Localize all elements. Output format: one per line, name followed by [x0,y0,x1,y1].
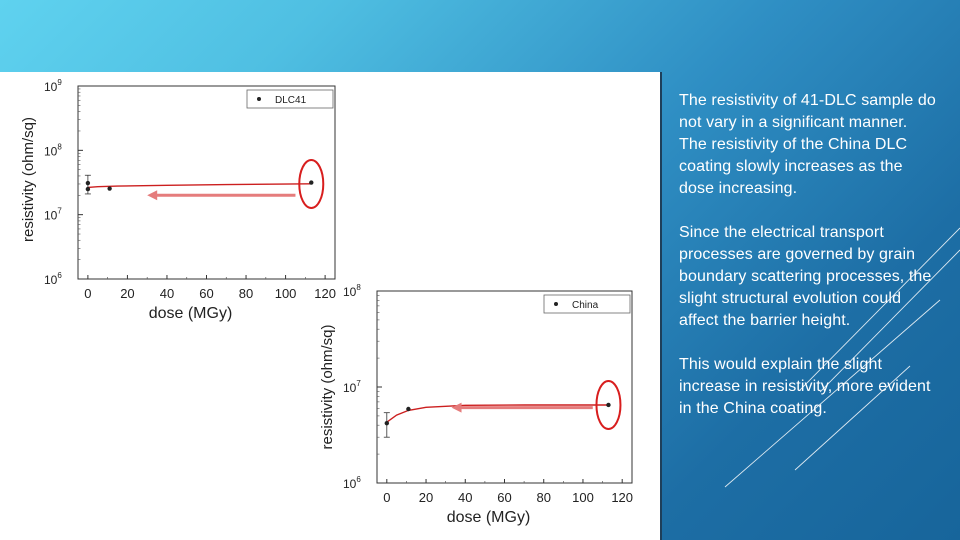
x-tick-label: 0 [84,286,91,301]
y-tick-exponent: 7 [356,379,361,388]
data-point [107,186,112,191]
chart-china: 106 107 108 0 20 40 60 80 100 120 dose (MGy) resist… [319,283,633,526]
legend-label: China [572,300,599,311]
legend-box [246,89,334,109]
x-tick-label: 80 [536,490,550,505]
x-tick-label: 20 [120,286,134,301]
paragraph-3: This would explain the slight increase i… [679,356,931,417]
highlight-ellipse [595,379,622,430]
legend-marker [257,97,261,101]
x-tick-label: 100 [572,490,594,505]
data-point [85,186,91,192]
data-point [406,406,411,412]
paragraph-1: The resistivity of 41-DLC sample do not … [679,92,936,197]
y-tick-exponent: 6 [57,271,62,280]
y-tick-exponent: 8 [57,142,62,151]
x-tick-label: 0 [383,490,390,505]
x-tick-label: 60 [199,286,213,301]
fit-curve [87,183,312,189]
highlight-ellipse [298,158,325,209]
trend-arrow-head [451,402,462,413]
decorative-line [794,365,911,471]
x-axis-label: dose (MGy) [447,509,531,526]
decorative-line [799,227,960,391]
decorative-line [819,249,960,393]
fit-curve [386,404,609,423]
data-point [309,180,314,185]
x-tick-label: 60 [497,490,511,505]
decorative-line [724,299,941,488]
y-tick-label: 107 [343,379,361,395]
x-axis-label: dose (MGy) [149,305,233,322]
legend-label: DLC41 [275,95,307,106]
y-tick-label: 106 [343,475,361,491]
chart-41dlc: 106 107 108 109 0 20 40 60 80 100 120 dose (MGy) res… [20,78,336,322]
legend-box [543,294,631,314]
y-tick-exponent: 8 [356,283,361,292]
data-point [85,180,91,186]
trend-arrow-head [147,190,158,201]
x-tick-label: 40 [458,490,472,505]
y-tick-label: 107 [44,207,62,223]
y-tick-exponent: 9 [57,78,62,87]
plot-frame [376,290,633,484]
y-tick-label: 109 [44,78,62,94]
y-tick-exponent: 6 [356,475,361,484]
plot-frame [77,85,336,280]
y-tick-label: 108 [44,142,62,158]
slide-text: The resistivity of 41-DLC sample do not … [679,90,960,442]
x-tick-label: 120 [314,286,336,301]
data-point [384,420,390,426]
y-axis-label: resistivity (ohm/sq) [319,324,336,449]
y-axis-label: resistivity (ohm/sq) [20,117,37,242]
data-point [606,402,611,408]
x-tick-label: 100 [275,286,297,301]
paragraph-2: Since the electrical transport processes… [679,224,932,329]
x-tick-label: 40 [160,286,174,301]
y-tick-label: 106 [44,271,62,287]
y-tick-exponent: 7 [57,207,62,216]
x-tick-label: 80 [239,286,253,301]
legend-marker [554,302,558,306]
y-tick-label: 108 [343,283,361,299]
x-tick-label: 20 [419,490,433,505]
x-tick-label: 120 [611,490,633,505]
